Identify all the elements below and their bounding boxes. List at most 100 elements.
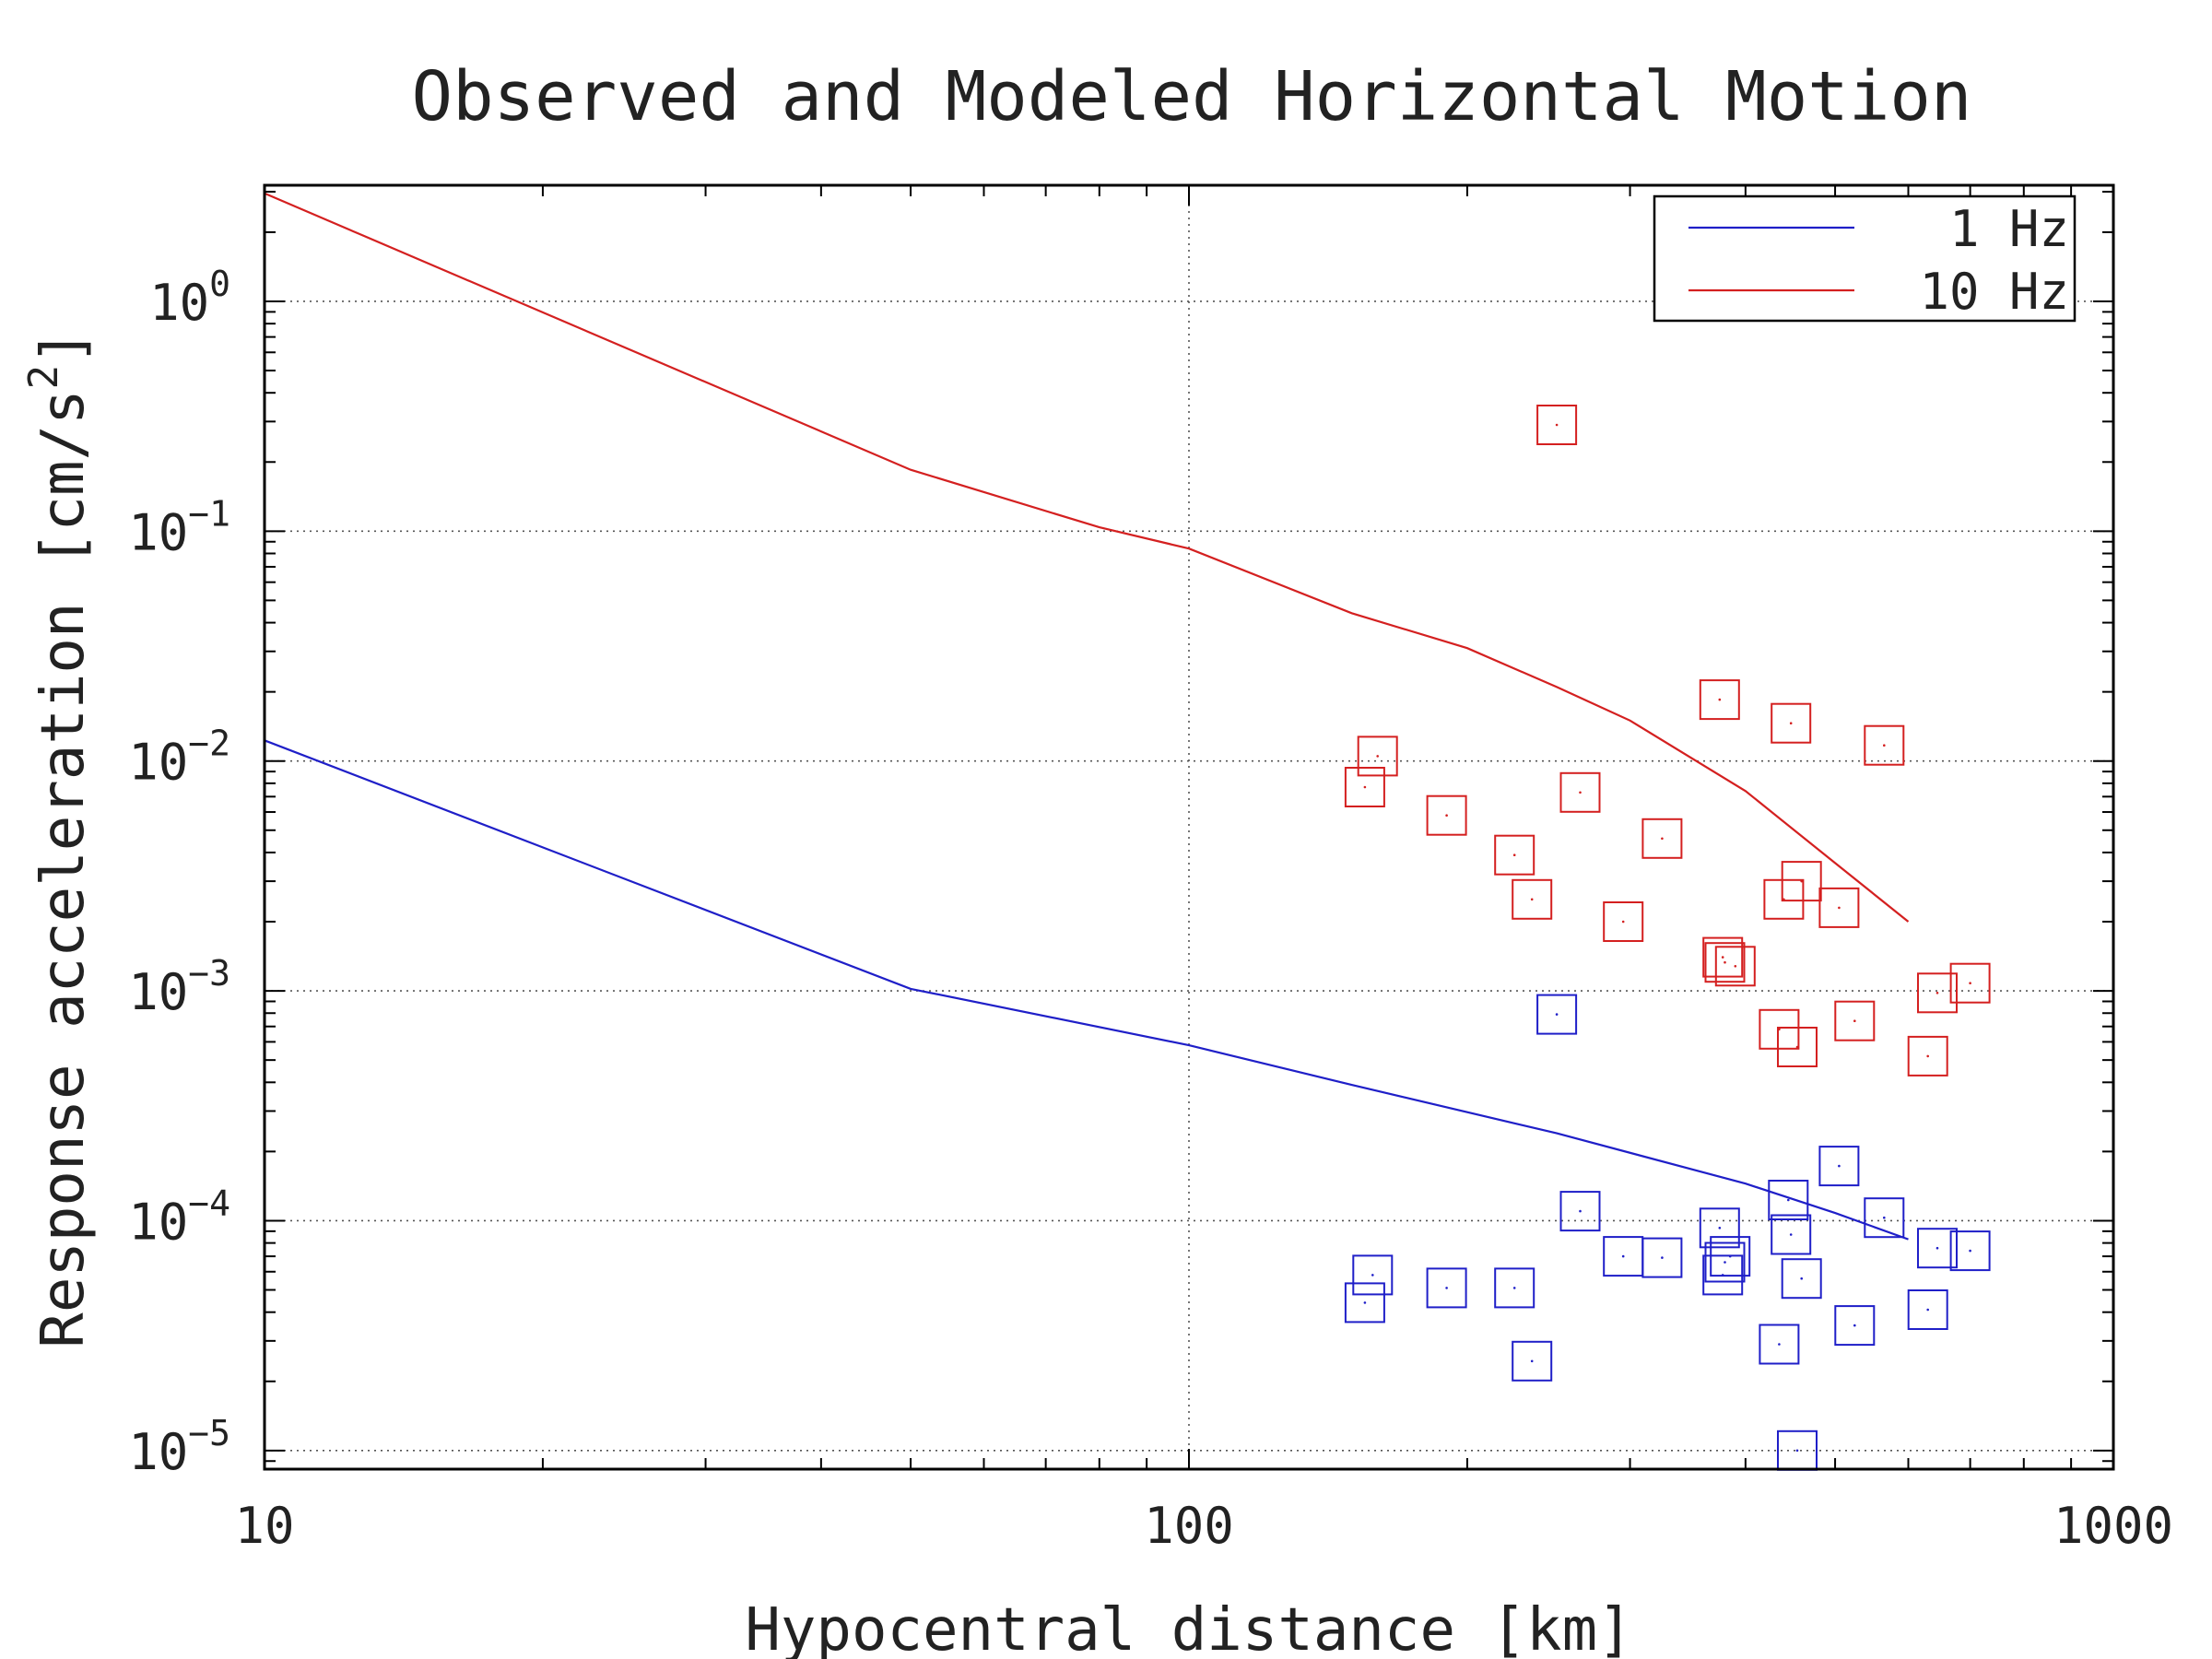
marker-10hz xyxy=(1704,942,1746,983)
marker-dot-10hz xyxy=(1734,965,1737,968)
marker-10hz xyxy=(1702,936,1744,978)
marker-10hz xyxy=(1494,834,1535,876)
marker-1hz xyxy=(1907,1289,1948,1330)
marker-dot-1hz xyxy=(1371,1274,1374,1277)
marker-10hz xyxy=(1536,405,1578,445)
marker-dot-10hz xyxy=(1579,791,1582,794)
marker-dot-1hz xyxy=(1728,1254,1732,1258)
y-axis-label: Response acceleration [cm/s2] xyxy=(20,329,98,1347)
marker-10hz xyxy=(1603,901,1644,942)
chart-title: Observed and Modeled Horizontal Motion xyxy=(412,57,1972,136)
marker-dot-1hz xyxy=(1926,1308,1929,1312)
y-tick-label: 10−1 xyxy=(128,493,230,561)
marker-1hz xyxy=(1917,1228,1958,1269)
marker-10hz xyxy=(1426,794,1467,836)
marker-dot-1hz xyxy=(1787,1198,1790,1202)
marker-10hz xyxy=(1559,771,1601,813)
axis-ticks xyxy=(264,185,2114,1469)
marker-10hz xyxy=(1357,735,1398,777)
marker-10hz xyxy=(1781,861,1822,902)
marker-10hz xyxy=(1949,962,1991,1004)
marker-1hz xyxy=(1699,1207,1740,1249)
marker-1hz xyxy=(1352,1254,1394,1296)
marker-10hz xyxy=(1777,1027,1818,1067)
y-tick-label: 10−2 xyxy=(128,724,230,792)
marker-dot-1hz xyxy=(1838,1164,1841,1168)
marker-dot-1hz xyxy=(1778,1343,1781,1346)
observed-markers xyxy=(1344,405,1991,1471)
marker-dot-10hz xyxy=(1363,785,1367,789)
marker-10hz xyxy=(1641,818,1683,859)
marker-dot-10hz xyxy=(1724,960,1726,964)
legend-label-1hz: 1 Hz xyxy=(1949,200,2069,258)
marker-10hz xyxy=(1699,679,1740,721)
marker-1hz xyxy=(1641,1237,1683,1278)
marker-1hz xyxy=(1759,1324,1800,1365)
marker-dot-1hz xyxy=(1621,1254,1625,1258)
marker-1hz xyxy=(1559,1191,1601,1232)
marker-10hz xyxy=(1763,878,1805,920)
x-tick-labels: 10 100 1000 xyxy=(234,1497,2173,1555)
marker-dot-10hz xyxy=(1621,920,1625,924)
marker-dot-10hz xyxy=(1969,982,1971,984)
marker-1hz xyxy=(1818,1146,1860,1187)
marker-dot-1hz xyxy=(1795,1449,1799,1453)
marker-10hz xyxy=(1818,887,1860,928)
x-tick-label: 10 xyxy=(234,1497,294,1555)
marker-1hz xyxy=(1426,1267,1467,1309)
y-tick-labels: 100 10−1 10−2 10−3 10−4 10−5 xyxy=(128,264,230,1481)
marker-dot-1hz xyxy=(1936,1246,1939,1250)
marker-10hz xyxy=(1907,1035,1948,1077)
marker-1hz xyxy=(1344,1282,1385,1324)
marker-1hz xyxy=(1864,1197,1905,1239)
y-tick-label: 10−3 xyxy=(128,953,230,1021)
marker-1hz xyxy=(1781,1258,1822,1300)
marker-dot-1hz xyxy=(1530,1359,1534,1363)
marker-10hz xyxy=(1714,946,1756,987)
x-tick-label: 1000 xyxy=(2053,1497,2173,1555)
marker-1hz xyxy=(1704,1241,1746,1283)
marker-dot-1hz xyxy=(1969,1249,1971,1253)
y-tick-label: 10−5 xyxy=(128,1413,230,1481)
marker-dot-1hz xyxy=(1883,1216,1886,1219)
x-tick-label: 100 xyxy=(1144,1497,1234,1555)
marker-1hz xyxy=(1834,1305,1876,1347)
marker-dot-1hz xyxy=(1853,1324,1856,1327)
marker-1hz xyxy=(1536,994,1578,1035)
marker-dot-10hz xyxy=(1555,423,1559,427)
marker-10hz xyxy=(1864,724,1905,766)
marker-1hz xyxy=(1494,1267,1535,1309)
series-line-10hz xyxy=(264,192,1910,923)
marker-dot-10hz xyxy=(1795,1045,1799,1049)
marker-dot-10hz xyxy=(1936,992,1939,994)
marker-10hz xyxy=(1512,878,1553,920)
marker-dot-10hz xyxy=(1800,879,1803,883)
marker-10hz xyxy=(1771,702,1812,744)
y-tick-label: 100 xyxy=(149,264,230,332)
marker-dot-1hz xyxy=(1512,1287,1516,1289)
y-tick-label: 10−4 xyxy=(128,1182,230,1251)
marker-1hz xyxy=(1949,1230,1991,1272)
marker-1hz xyxy=(1768,1180,1809,1220)
marker-dot-1hz xyxy=(1445,1287,1448,1289)
marker-dot-10hz xyxy=(1661,837,1664,841)
marker-dot-10hz xyxy=(1718,698,1722,701)
legend-box xyxy=(1653,194,2077,323)
marker-10hz xyxy=(1834,1000,1876,1041)
marker-dot-1hz xyxy=(1363,1301,1367,1304)
marker-1hz xyxy=(1771,1214,1812,1255)
series-line-1hz xyxy=(264,739,1909,1241)
marker-dot-1hz xyxy=(1789,1233,1793,1236)
marker-dot-10hz xyxy=(1445,814,1448,817)
marker-dot-10hz xyxy=(1853,1019,1856,1022)
marker-10hz xyxy=(1917,972,1958,1014)
legend: 1 Hz 10 Hz xyxy=(1653,194,2077,323)
marker-dot-1hz xyxy=(1555,1013,1559,1016)
marker-dot-10hz xyxy=(1512,853,1516,856)
marker-dot-10hz xyxy=(1530,898,1534,901)
plot-frame xyxy=(263,183,2115,1471)
x-axis-label: Hypocentral distance [km] xyxy=(745,1596,1632,1659)
marker-dot-1hz xyxy=(1724,1261,1726,1264)
marker-dot-10hz xyxy=(1883,744,1886,747)
marker-dot-1hz xyxy=(1800,1277,1803,1280)
